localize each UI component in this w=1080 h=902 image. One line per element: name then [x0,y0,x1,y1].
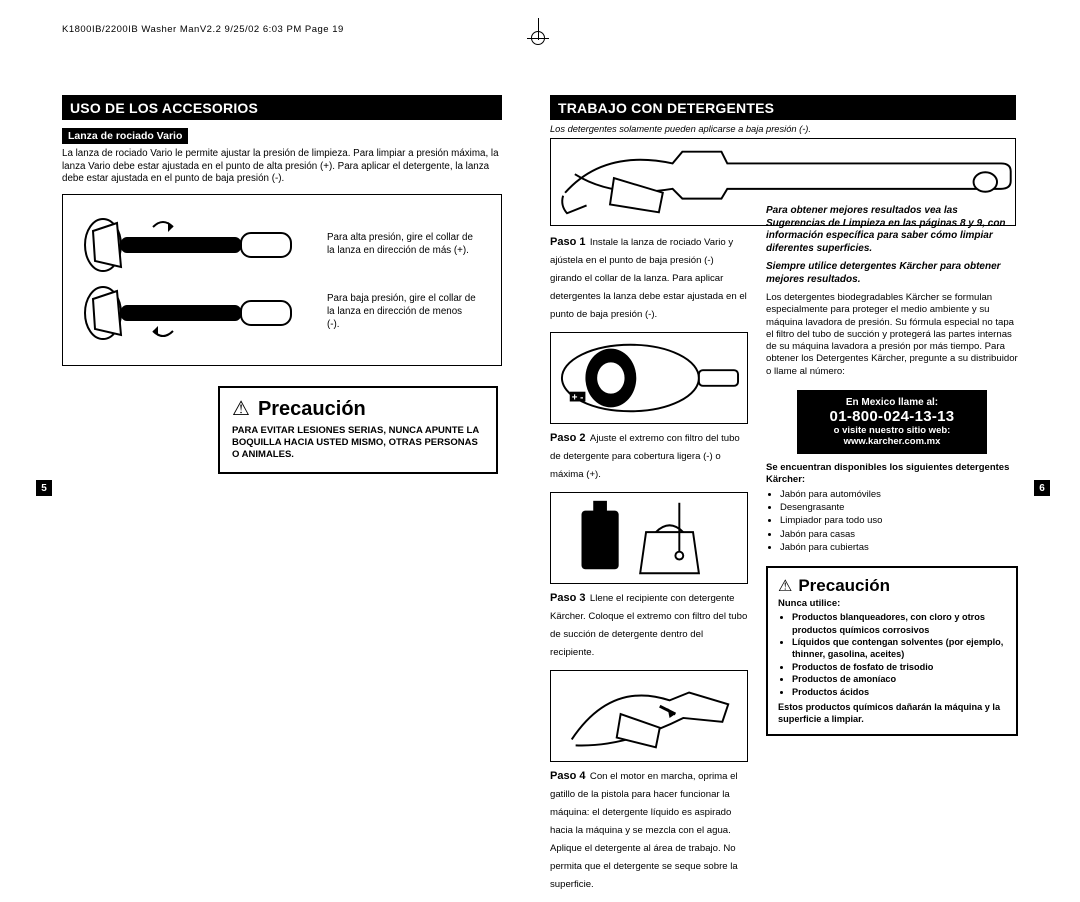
step-2-label: Paso 2 [550,432,585,444]
gun-figure [550,138,1016,226]
lance-svg-high [73,215,313,275]
page-header: K1800IB/2200IB Washer ManV2.2 9/25/02 6:… [62,24,344,35]
product-list: Jabón para automóviles Desengrasante Lim… [766,488,1018,554]
page-number-right: 6 [1034,480,1050,496]
list-item: Jabón para casas [780,528,1018,541]
lance-caption-low: Para baja presión, gire el collar de la … [327,293,477,331]
step-4-image [550,670,748,762]
contact-box: En Mexico llame al: 01-800-024-13-13 o v… [797,390,987,454]
warn-sub: Nunca utilice: [778,598,1006,609]
list-item: Líquidos que contengan solventes (por ej… [792,636,1006,661]
step-1: Paso 1 Instale la lanza de rociado Vario… [550,232,748,322]
caution-title-right: Precaución [798,576,890,596]
step-1-label: Paso 1 [550,236,585,248]
page-number-left: 5 [36,480,52,496]
list-item: Desengrasante [780,501,1018,514]
list-item: Jabón para cubiertas [780,541,1018,554]
available-heading: Se encuentran disponibles los siguientes… [766,462,1018,486]
gun-svg [551,139,1015,225]
caution-box-left: ⚠ Precaución PARA EVITAR LESIONES SERIAS… [218,386,498,474]
lance-illustration-low [73,283,313,343]
caution-box-right: ⚠ Precaución Nunca utilice: Productos bl… [766,566,1018,736]
step-2: Paso 2 Ajuste el extremo con filtro del … [550,428,748,482]
caution-body-left: PARA EVITAR LESIONES SERIAS, NUNCA APUNT… [232,425,484,462]
lance-illustration-high [73,215,313,275]
lance-row-low: Para baja presión, gire el collar de la … [73,283,491,343]
caution-title-left: Precaución [258,398,366,421]
lance-row-high: Para alta presión, gire el collar de la … [73,215,491,275]
main-content: USO DE LOS ACCESORIOS Lanza de rociado V… [62,95,1018,902]
contact-phone: 01-800-024-13-13 [802,408,982,425]
warn-footer: Estos productos químicos dañarán la máqu… [778,702,1006,726]
step-2-image: + - [550,332,748,424]
warning-icon: ⚠ [232,399,250,419]
tips-paragraph-b: Siempre utilice detergentes Kärcher para… [766,261,1018,286]
lance-caption-high: Para alta presión, gire el collar de la … [327,232,477,257]
list-item: Productos blanqueadores, con cloro y otr… [792,611,1006,636]
subheader-lance: Lanza de rociado Vario [62,128,188,144]
list-item: Productos de amoníaco [792,673,1006,685]
step-4-text: Con el motor en marcha, oprima el gatill… [550,771,738,890]
left-column: USO DE LOS ACCESORIOS Lanza de rociado V… [62,95,532,902]
info-paragraph: Los detergentes biodegradables Kärcher s… [766,292,1018,378]
step-1-text: Instale la lanza de rociado Vario y ajús… [550,237,747,320]
warn-list: Productos blanqueadores, con cloro y otr… [778,611,1006,698]
right-steps-column: TRABAJO CON DETERGENTES Los detergentes … [550,95,748,902]
right-column: TRABAJO CON DETERGENTES Los detergentes … [532,95,1018,902]
list-item: Limpiador para todo uso [780,514,1018,527]
step-3-label: Paso 3 [550,592,585,604]
contact-line2: o visite nuestro sitio web: [802,425,982,436]
section-title-accessories: USO DE LOS ACCESORIOS [62,95,502,120]
contact-url: www.karcher.com.mx [802,436,982,447]
step-4-label: Paso 4 [550,770,585,782]
lance-intro-text: La lanza de rociado Vario le permite aju… [62,148,502,186]
step-4: Paso 4 Con el motor en marcha, oprima el… [550,766,748,892]
lance-figure-box: Para alta presión, gire el collar de la … [62,194,502,366]
contact-line1: En Mexico llame al: [802,397,982,408]
step-3-image [550,492,748,584]
list-item: Productos de fosfato de trisodio [792,661,1006,673]
warning-icon: ⚠ [778,576,792,596]
list-item: Productos ácidos [792,686,1006,698]
step-3: Paso 3 Llene el recipiente con detergent… [550,588,748,660]
list-item: Jabón para automóviles [780,488,1018,501]
svg-text:+ -: + - [572,393,584,404]
lance-svg-low [73,283,313,343]
